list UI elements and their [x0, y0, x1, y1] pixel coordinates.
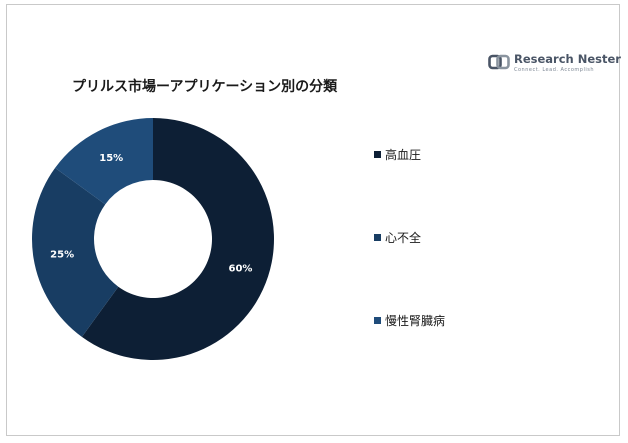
donut-slice-1 [81, 118, 274, 361]
legend-item-3: 慢性腎臓病 [374, 310, 445, 329]
brand-tagline: Connect. Lead. Accomplish [514, 67, 595, 73]
chart-title: プリルス市場ーアプリケーション別の分類 [72, 79, 338, 95]
legend-swatch-3 [374, 317, 381, 324]
slice-value-label-2: 25% [50, 249, 74, 260]
chart-frame [6, 4, 620, 436]
legend-swatch-2 [374, 234, 381, 241]
legend-item-2: 心不全 [374, 227, 421, 246]
legend-label-2: 心不全 [385, 231, 422, 245]
legend-swatch-1 [374, 151, 381, 158]
donut-slice-2 [31, 167, 119, 337]
brand-name: Research Nester [514, 52, 621, 66]
legend-label-3: 慢性腎臓病 [385, 314, 446, 328]
legend-label-1: 高血圧 [385, 148, 422, 162]
legend-item-1: 高血圧 [374, 144, 421, 163]
slice-value-label-3: 15% [99, 153, 123, 164]
slice-value-label-1: 60% [229, 263, 253, 274]
donut-slice-3 [55, 118, 153, 205]
research-nester-logo-icon [488, 54, 510, 70]
